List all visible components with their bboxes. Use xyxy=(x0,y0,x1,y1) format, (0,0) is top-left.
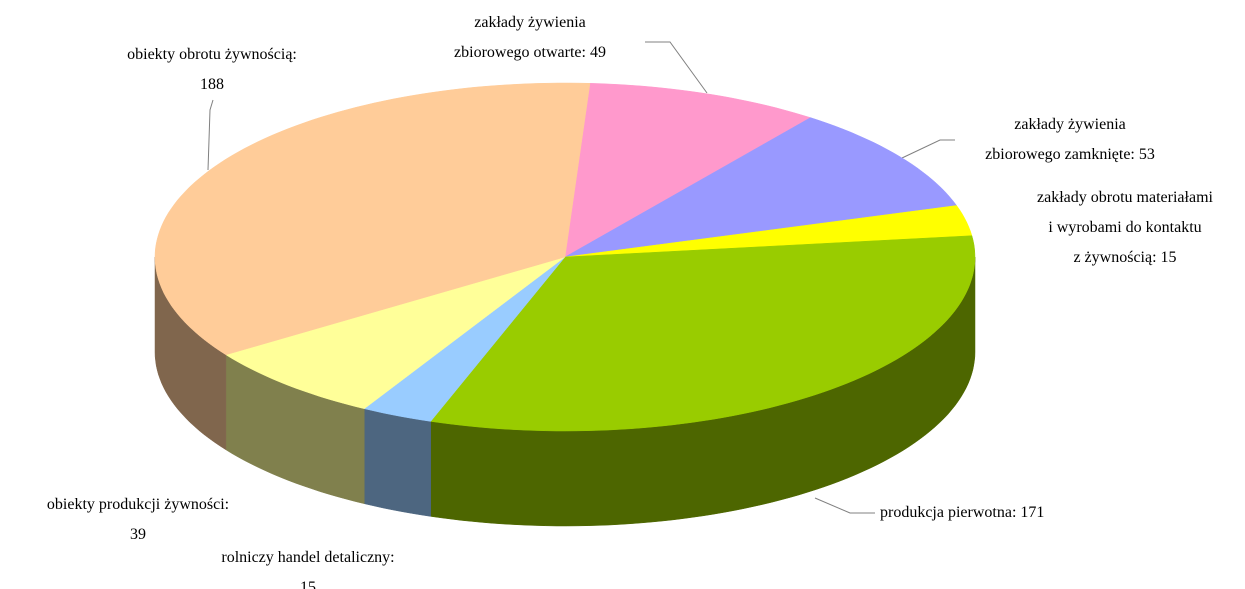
leader-line xyxy=(207,99,214,171)
leader-line xyxy=(645,41,708,94)
slice xyxy=(225,256,566,409)
data-label: obiekty obrotu żywnością: 188 xyxy=(127,46,297,93)
data-label: obiekty produkcji żywności: 39 xyxy=(47,496,229,543)
leader-line xyxy=(901,139,955,159)
slice xyxy=(564,83,812,258)
data-label: zakłady obrotu materiałami i wyrobami do … xyxy=(1037,189,1213,266)
data-label: rolniczy handel detaliczny: 15 xyxy=(221,549,394,589)
slice-side xyxy=(364,408,431,517)
slice xyxy=(430,235,976,432)
data-label: produkcja pierwotna: 171 xyxy=(880,504,1044,521)
leader-line xyxy=(814,497,875,514)
data-label: zakłady żywienia zbiorowego zamknięte: 53 xyxy=(985,116,1155,163)
slice xyxy=(154,82,591,356)
slice xyxy=(564,205,973,258)
data-label: zakłady żywienia zbiorowego otwarte: 49 xyxy=(454,14,606,61)
slice xyxy=(564,117,958,258)
slice xyxy=(363,256,566,422)
